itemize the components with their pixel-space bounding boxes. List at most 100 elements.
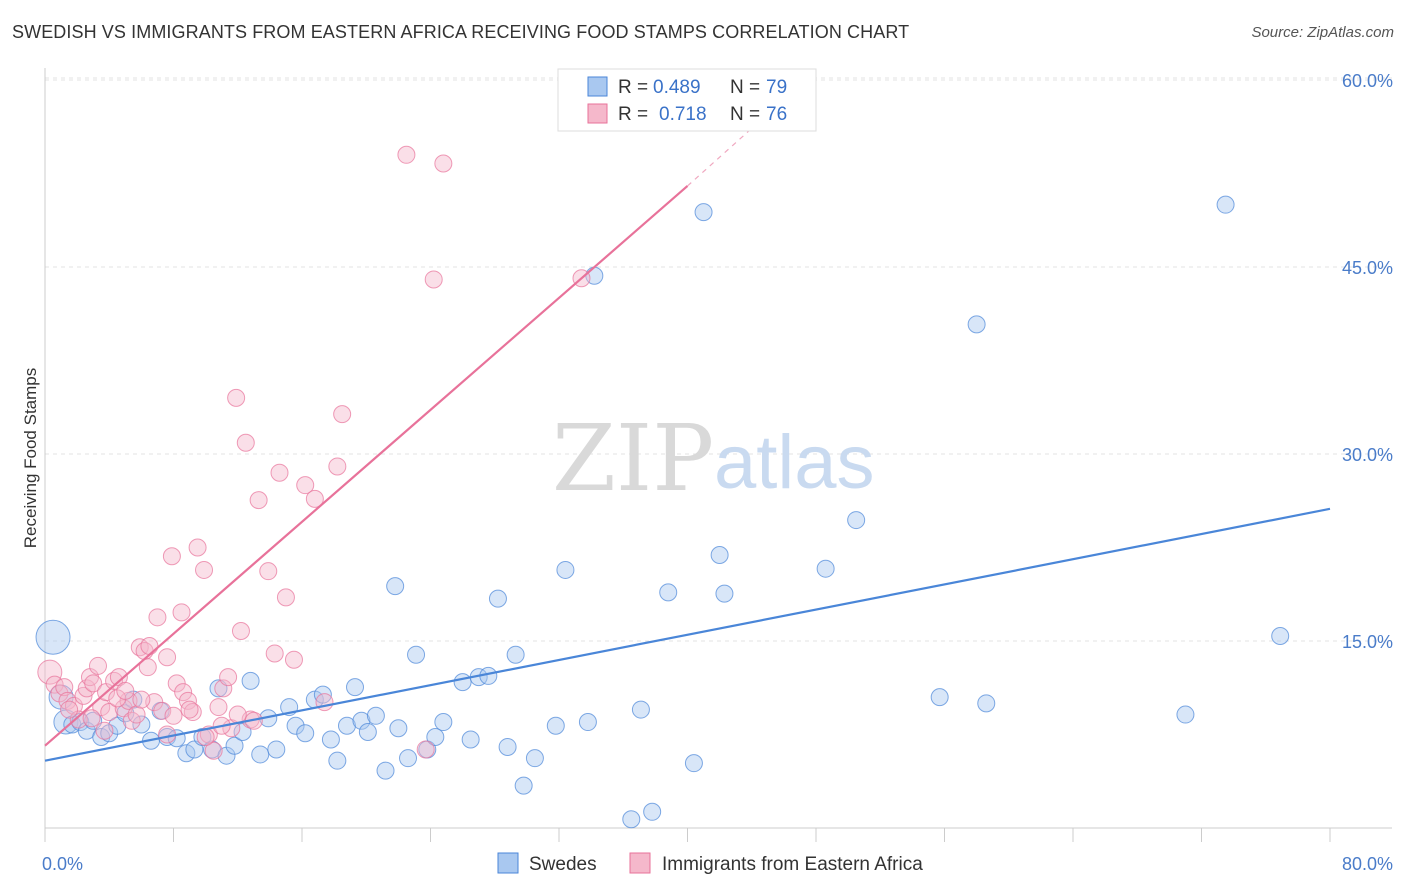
x-tick-label-0: 0.0%	[42, 854, 83, 874]
eastern-africa-point-30	[172, 603, 191, 622]
eastern-africa-point-28	[162, 547, 181, 566]
eastern-africa-point-38	[209, 698, 228, 717]
eastern-africa-point-10	[84, 674, 103, 693]
eastern-africa-point-37	[204, 741, 223, 760]
eastern-africa-point-58	[416, 740, 435, 759]
swedes-point-36	[337, 716, 356, 735]
swedes-point-50	[461, 730, 480, 749]
swedes-point-45	[407, 645, 426, 664]
eastern-africa-point-39	[214, 679, 233, 698]
bottom-legend-swatch-swedes	[497, 852, 519, 874]
eastern-africa-point-40	[219, 668, 238, 687]
bottom-legend: Swedes Immigrants from Eastern Africa	[497, 852, 923, 875]
legend-n-value-blue: 79	[766, 77, 787, 98]
watermark-atlas: atlas	[714, 420, 875, 505]
swedes-point-57	[525, 749, 544, 768]
swedes-point-39	[358, 723, 377, 742]
swedes-point-23	[225, 736, 244, 755]
eastern-africa-point-3	[55, 678, 74, 697]
watermark: ZIP atlas	[552, 405, 875, 512]
legend-swatch-blue	[587, 76, 608, 97]
swedes-point-74	[977, 694, 996, 713]
eastern-africa-point-73	[116, 681, 135, 700]
swedes-point-58	[546, 716, 565, 735]
eastern-africa-point-64	[164, 706, 183, 725]
eastern-africa-point-74	[138, 658, 157, 677]
bottom-legend-eastern-africa: Immigrants from Eastern Africa	[662, 854, 923, 875]
legend: R = 0.489 N = 79 R = 0.718 N = 76	[557, 68, 817, 132]
legend-r-label-blue: R =	[618, 77, 648, 98]
swedes-point-30	[286, 716, 305, 735]
swedes-point-35	[328, 751, 347, 770]
eastern-africa-point-70	[60, 700, 79, 719]
eastern-africa-trend-extension	[687, 120, 761, 187]
eastern-africa-point-35	[195, 560, 214, 579]
eastern-africa-trend-line	[44, 185, 689, 747]
swedes-point-31	[296, 724, 315, 743]
eastern-africa-point-52	[296, 476, 315, 495]
eastern-africa-point-23	[140, 636, 159, 655]
swedes-point-40	[366, 706, 385, 725]
eastern-africa-point-19	[122, 711, 141, 730]
swedes-point-72	[930, 688, 949, 707]
eastern-africa-point-49	[270, 463, 289, 482]
swedes-point-56	[514, 776, 533, 795]
swedes-point-0	[35, 619, 71, 655]
eastern-africa-point-42	[227, 388, 246, 407]
swedes-trend-line	[44, 507, 1331, 762]
y-tick-labels: 15.0% 30.0% 45.0% 60.0%	[1342, 71, 1393, 652]
eastern-africa-point-14	[100, 703, 119, 722]
swedes-point-42	[386, 577, 405, 596]
eastern-africa-point-25	[148, 608, 167, 627]
eastern-africa-point-51	[284, 650, 303, 669]
swedes-point-33	[313, 685, 332, 704]
swedes-point-59	[556, 560, 575, 579]
eastern-africa-point-59	[424, 270, 443, 289]
swedes-point-34	[321, 730, 340, 749]
swedes-point-41	[376, 761, 395, 780]
y-tick-label-2: 45.0%	[1342, 258, 1393, 278]
trend-lines	[44, 120, 1331, 762]
y-axis-title: Receiving Food Stamps	[21, 368, 40, 548]
swedes-point-53	[488, 589, 507, 608]
swedes-point-55	[506, 645, 525, 664]
swedes-point-12	[132, 715, 151, 734]
swedes-point-60	[578, 713, 597, 732]
legend-r-label-pink: R =	[618, 104, 648, 125]
swedes-point-43	[389, 719, 408, 738]
eastern-africa-point-65	[180, 700, 199, 719]
eastern-africa-point-60	[434, 154, 453, 173]
swedes-point-75	[1176, 705, 1195, 724]
eastern-africa-point-31	[174, 683, 193, 702]
x-tick-labels: 0.0% 80.0%	[42, 854, 1393, 874]
legend-r-value-blue: 0.489	[653, 77, 701, 98]
eastern-africa-point-47	[259, 562, 278, 581]
eastern-africa-point-27	[158, 648, 177, 667]
y-tick-label-3: 60.0%	[1342, 71, 1393, 91]
y-tick-label-0: 15.0%	[1342, 632, 1393, 652]
swedes-point-38	[352, 711, 371, 730]
swedes-point-66	[684, 754, 703, 773]
eastern-africa-point-71	[82, 709, 101, 728]
swedes-point-71	[847, 511, 866, 530]
eastern-africa-point-68	[228, 705, 247, 724]
legend-r-value-pink: 0.718	[659, 104, 707, 125]
eastern-africa-point-53	[305, 489, 324, 508]
eastern-africa-point-57	[397, 145, 416, 164]
axes	[44, 68, 1392, 842]
watermark-zip: ZIP	[552, 405, 714, 512]
eastern-africa-point-11	[89, 656, 108, 675]
eastern-africa-point-6	[69, 710, 88, 729]
swedes-point-25	[241, 671, 260, 690]
swedes-point-49	[453, 673, 472, 692]
eastern-africa-point-0	[37, 659, 63, 685]
swedes-point-76	[1216, 195, 1235, 214]
swedes-point-64	[643, 802, 662, 821]
x-tick-label-1: 80.0%	[1342, 854, 1393, 874]
swedes-point-26	[251, 745, 270, 764]
swedes-point-37	[346, 678, 365, 697]
bottom-legend-swatch-eastern-africa	[629, 852, 651, 874]
swedes-point-47	[426, 727, 445, 746]
legend-n-value-pink: 76	[766, 104, 787, 125]
eastern-africa-point-56	[333, 405, 352, 424]
